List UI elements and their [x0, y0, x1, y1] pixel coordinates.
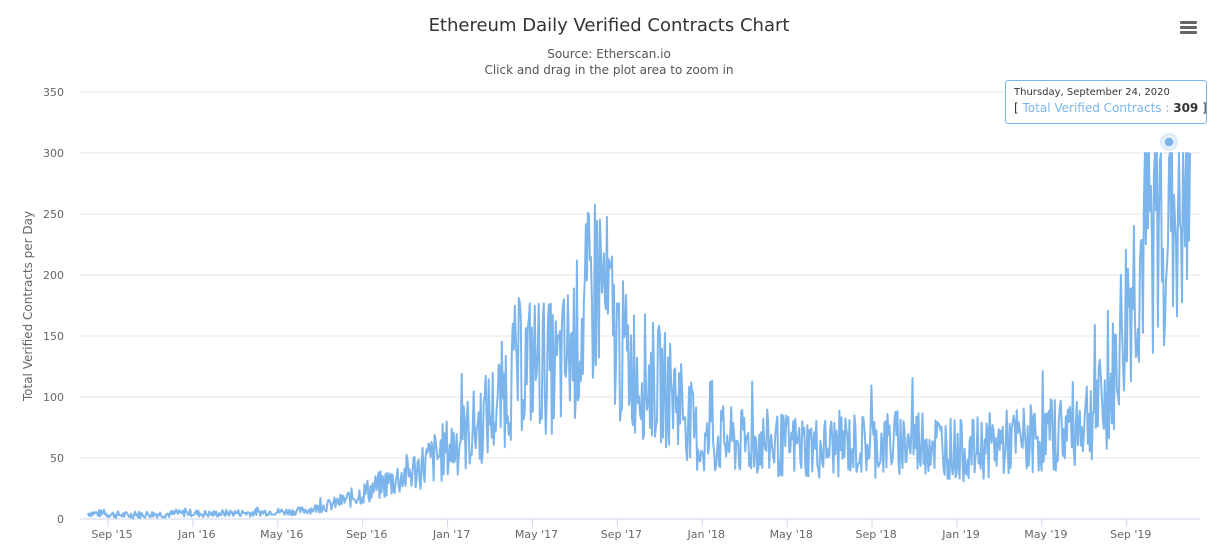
x-tick-label: May '19	[1024, 528, 1067, 541]
tooltip-bracket-open: [	[1014, 101, 1019, 115]
y-tick-label: 100	[43, 391, 64, 404]
x-axis-ticks: Sep '15 Jan '16 May '16 Sep '16 Jan '17 May '…	[91, 519, 1151, 541]
y-axis-label: Total Verified Contracts per Day	[21, 211, 35, 402]
x-tick-label: Sep '19	[1110, 528, 1151, 541]
chart-subtitle: Source: Etherscan.io Click and drag in t…	[0, 46, 1218, 78]
chart-source: Source: Etherscan.io	[547, 47, 671, 61]
zoom-hint: Click and drag in the plot area to zoom …	[484, 63, 734, 77]
x-tick-label: Jan '16	[177, 528, 215, 541]
series-line	[87, 152, 1191, 520]
x-tick-label: Sep '16	[346, 528, 387, 541]
x-tick-label: Sep '17	[601, 528, 642, 541]
y-tick-label: 150	[43, 330, 64, 343]
y-tick-label: 350	[43, 86, 64, 99]
tooltip: Thursday, September 24, 2020 [ Total Ver…	[1005, 80, 1207, 124]
y-tick-label: 250	[43, 208, 64, 221]
y-tick-label: 50	[50, 452, 64, 465]
tooltip-value: 309	[1173, 101, 1199, 115]
x-tick-label: Sep '18	[855, 528, 896, 541]
series-total-verified-contracts	[87, 152, 1191, 520]
tooltip-line: [ Total Verified Contracts : 309 ]	[1014, 101, 1207, 115]
y-tick-label: 0	[57, 513, 64, 526]
y-axis-ticks: 0 50 100 150 200 250 300 350	[43, 86, 64, 526]
hamburger-menu-icon[interactable]	[1176, 16, 1202, 40]
x-tick-label: May '17	[515, 528, 558, 541]
tooltip-series-label: Total Verified Contracts :	[1022, 101, 1170, 115]
y-tick-label: 300	[43, 147, 64, 160]
x-tick-label: Sep '15	[91, 528, 132, 541]
highlight-marker	[1160, 133, 1178, 152]
x-tick-label: May '16	[260, 528, 303, 541]
x-tick-label: Jan '18	[687, 528, 725, 541]
highlight-point	[1163, 136, 1175, 148]
x-tick-label: May '18	[770, 528, 813, 541]
tooltip-bracket-close: ]	[1202, 101, 1207, 115]
chart-title: Ethereum Daily Verified Contracts Chart	[428, 15, 790, 36]
y-tick-label: 200	[43, 269, 64, 282]
tooltip-date: Thursday, September 24, 2020	[1014, 87, 1170, 98]
x-tick-label: Jan '19	[941, 528, 979, 541]
x-tick-label: Jan '17	[432, 528, 470, 541]
